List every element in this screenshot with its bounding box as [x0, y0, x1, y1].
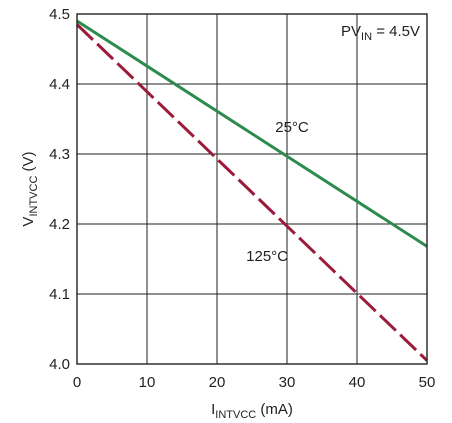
condition-label: PVIN = 4.5V	[341, 23, 420, 43]
x-axis-title-main: I	[211, 401, 215, 418]
x-axis-title-sub: INTVCC	[215, 409, 256, 421]
x-tick-label-1: 10	[139, 374, 156, 391]
y-tick-label-2: 4.2	[49, 216, 70, 233]
x-axis-title-rest: (mA)	[256, 401, 293, 418]
series-label-25c: 25°C	[275, 119, 309, 136]
y-axis-title-sub: INTVCC	[28, 176, 40, 217]
condition-rest: = 4.5V	[372, 23, 420, 40]
y-tick-label-5: 4.5	[49, 6, 70, 23]
x-tick-label-3: 30	[279, 374, 296, 391]
x-tick-label-5: 50	[419, 374, 436, 391]
series-line-1	[75, 23, 429, 362]
y-tick-label-4: 4.4	[49, 76, 70, 93]
series-label-125c: 125°C	[246, 248, 288, 265]
condition-main: PV	[341, 23, 361, 40]
x-tick-label-0: 0	[73, 374, 81, 391]
y-axis-title: VINTVCC (V)	[20, 151, 40, 226]
y-tick-label-0: 4.0	[49, 356, 70, 373]
x-tick-label-4: 40	[349, 374, 366, 391]
ticks: 0 10 20 30 40 50 4.0 4.1 4.2 4.3 4.4 4.5	[49, 6, 435, 391]
series-line-0	[76, 19, 428, 248]
grid	[77, 14, 427, 364]
x-axis-title: IINTVCC (mA)	[211, 401, 293, 421]
y-tick-label-3: 4.3	[49, 146, 70, 163]
plot-frame	[76, 13, 428, 365]
y-tick-label-1: 4.1	[49, 286, 70, 303]
condition-sub: IN	[361, 31, 372, 43]
y-axis-title-rest: (V)	[20, 151, 37, 175]
y-axis-title-main: V	[20, 217, 37, 227]
x-tick-label-2: 20	[209, 374, 226, 391]
series-layer	[75, 19, 429, 362]
